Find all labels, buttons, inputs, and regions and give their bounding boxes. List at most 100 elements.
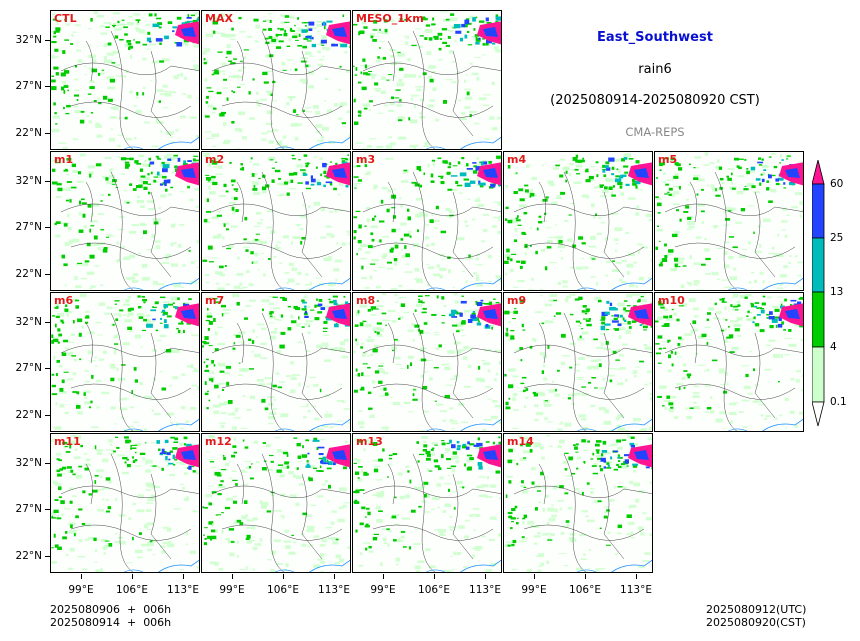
longitude-tick	[232, 574, 233, 579]
latitude-label: 27°N	[15, 503, 42, 515]
latitude-tick	[45, 509, 50, 510]
latitude-tick	[45, 415, 50, 416]
panel-label: m1	[54, 153, 74, 166]
period-title: (2025080914-2025080920 CST)	[550, 93, 760, 108]
longitude-tick	[636, 574, 637, 579]
colorbar-bin-1	[811, 346, 825, 403]
latitude-tick	[45, 181, 50, 182]
map-panel-m4: m4	[503, 151, 653, 291]
longitude-label: 106°E	[267, 584, 299, 596]
map-panel-meso_1km: MESO_1km	[352, 10, 502, 150]
latitude-label: 22°N	[15, 268, 42, 280]
map-panel-m7: m7	[201, 292, 351, 432]
panel-label: m9	[507, 294, 527, 307]
latitude-label: 32°N	[15, 316, 42, 328]
longitude-label: 113°E	[469, 584, 501, 596]
init-time-utc: 2025080906 + 006h	[50, 603, 172, 616]
precip-map	[51, 434, 199, 572]
map-panel-m10: m10	[654, 292, 804, 432]
panel-label: m7	[205, 294, 225, 307]
panel-label: m2	[205, 153, 225, 166]
map-panel-m5: m5	[654, 151, 804, 291]
longitude-tick	[334, 574, 335, 579]
longitude-label: 106°E	[116, 584, 148, 596]
longitude-tick	[534, 574, 535, 579]
latitude-tick	[45, 463, 50, 464]
panel-label: m11	[54, 435, 81, 448]
precip-map	[353, 436, 501, 572]
latitude-label: 32°N	[15, 457, 42, 469]
precip-map	[655, 152, 803, 290]
longitude-tick	[585, 574, 586, 579]
longitude-label: 106°E	[418, 584, 450, 596]
latitude-label: 32°N	[15, 34, 42, 46]
latitude-label: 22°N	[15, 409, 42, 421]
longitude-label: 99°E	[521, 584, 547, 596]
panel-label: CTL	[54, 12, 77, 25]
precip-map	[655, 293, 803, 431]
latitude-tick	[45, 274, 50, 275]
longitude-label: 99°E	[370, 584, 396, 596]
map-panel-m13: m13	[352, 433, 502, 573]
latitude-tick	[45, 40, 50, 41]
map-panel-m1: m1	[50, 151, 200, 291]
longitude-label: 113°E	[167, 584, 199, 596]
longitude-label: 113°E	[318, 584, 350, 596]
panel-label: m10	[658, 294, 685, 307]
colorbar-bin-4	[811, 183, 825, 239]
latitude-label: 22°N	[15, 550, 42, 562]
valid-time-cst: 2025080920(CST)	[706, 616, 806, 629]
precip-map	[51, 293, 199, 431]
latitude-tick	[45, 556, 50, 557]
precip-map	[51, 11, 199, 149]
panel-label: m14	[507, 435, 534, 448]
map-panel-m11: m11	[50, 433, 200, 573]
panel-label: MESO_1km	[356, 12, 424, 25]
map-panel-m6: m6	[50, 292, 200, 432]
init-time-cst: 2025080914 + 006h	[50, 616, 172, 629]
map-panel-m14: m14	[503, 433, 653, 573]
latitude-label: 27°N	[15, 362, 42, 374]
colorbar-label-13: 13	[830, 286, 844, 298]
map-panel-m9: m9	[503, 292, 653, 432]
colorbar-bin-2	[811, 291, 825, 348]
colorbar-label-25: 25	[830, 232, 844, 244]
map-panel-ctl: CTL	[50, 10, 200, 150]
precip-map	[202, 293, 350, 431]
longitude-tick	[434, 574, 435, 579]
latitude-label: 27°N	[15, 80, 42, 92]
latitude-label: 27°N	[15, 221, 42, 233]
longitude-label: 113°E	[620, 584, 652, 596]
latitude-tick	[45, 133, 50, 134]
longitude-label: 99°E	[68, 584, 94, 596]
precip-map	[353, 155, 501, 290]
latitude-label: 22°N	[15, 127, 42, 139]
panel-label: m6	[54, 294, 74, 307]
longitude-tick	[485, 574, 486, 579]
longitude-label: 99°E	[219, 584, 245, 596]
latitude-tick	[45, 86, 50, 87]
map-panel-m3: m3	[352, 151, 502, 291]
colorbar-bottom-arrow	[811, 401, 825, 427]
panel-label: m8	[356, 294, 376, 307]
longitude-label: 106°E	[569, 584, 601, 596]
panel-label: m12	[205, 435, 232, 448]
colorbar-bin-3	[811, 237, 825, 293]
map-panel-max: MAX	[201, 10, 351, 150]
map-panel-m8: m8	[352, 292, 502, 432]
map-panel-m2: m2	[201, 151, 351, 291]
longitude-tick	[283, 574, 284, 579]
colorbar-label-4: 4	[830, 341, 837, 353]
panel-label: m4	[507, 153, 527, 166]
latitude-tick	[45, 227, 50, 228]
panel-label: m5	[658, 153, 678, 166]
precip-map	[51, 153, 199, 290]
longitude-tick	[132, 574, 133, 579]
region-title: East_Southwest	[597, 30, 713, 45]
precip-map	[505, 434, 652, 572]
map-panel-m12: m12	[201, 433, 351, 573]
latitude-tick	[45, 322, 50, 323]
precip-colorbar: 60 25 13 4 0.1	[811, 159, 847, 430]
precip-map	[202, 152, 350, 290]
longitude-tick	[183, 574, 184, 579]
